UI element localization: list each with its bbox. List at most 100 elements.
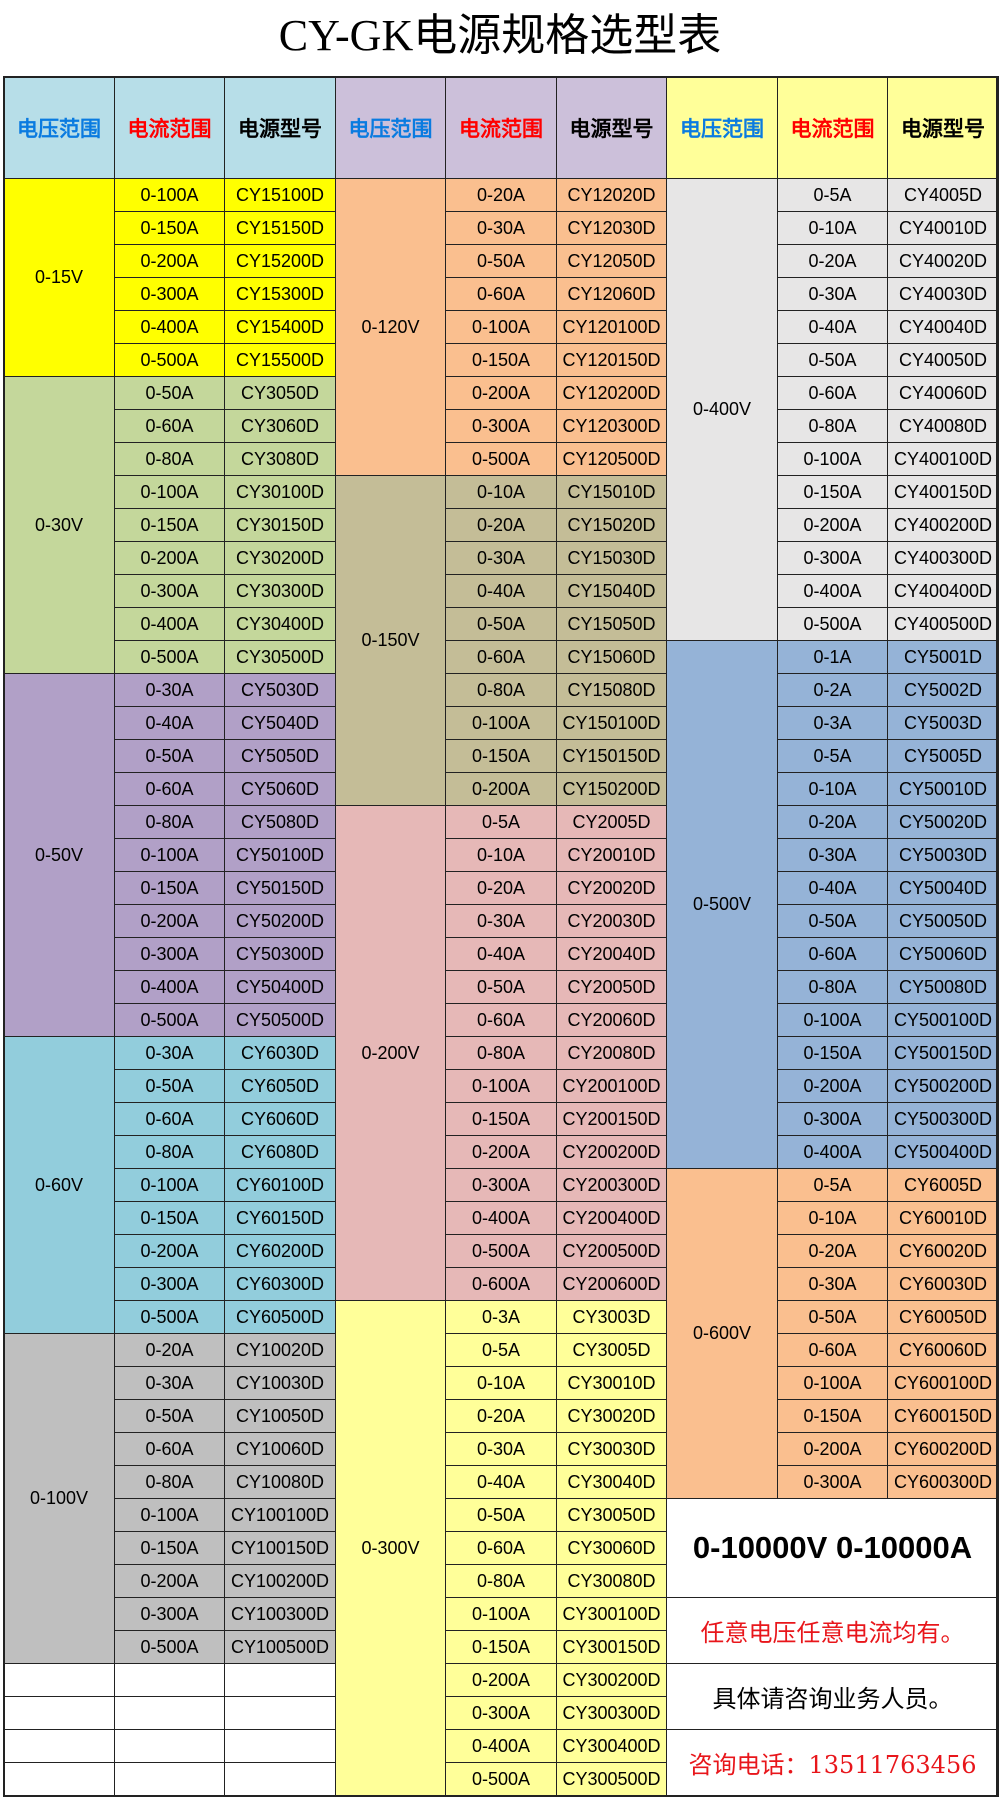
model-cell: CY50200D <box>224 904 336 939</box>
model-cell: CY300150D <box>555 1630 668 1665</box>
model-cell: CY30010D <box>555 1366 668 1401</box>
current-range-cell: 0-50A <box>445 244 557 279</box>
voltage-range-cell: 0-400V <box>666 178 778 642</box>
model-cell: CY20080D <box>555 1036 668 1071</box>
current-range-cell: 0-60A <box>113 1432 226 1467</box>
model-cell: CY150200D <box>555 772 668 807</box>
model-cell: CY5040D <box>224 706 336 741</box>
current-range-cell: 0-50A <box>445 970 557 1005</box>
model-cell: CY5003D <box>887 706 999 741</box>
model-cell: CY500150D <box>887 1036 999 1071</box>
current-range-cell: 0-300A <box>113 277 226 312</box>
current-range-cell: 0-100A <box>445 706 557 741</box>
current-range-cell: 0-200A <box>113 244 226 279</box>
model-cell: CY10080D <box>224 1465 336 1500</box>
model-cell: CY200200D <box>555 1135 668 1170</box>
header-current: 电流范围 <box>113 76 226 180</box>
current-range-cell: 0-40A <box>445 1465 557 1500</box>
model-cell: CY50100D <box>224 838 336 873</box>
header-model: 电源型号 <box>555 76 668 180</box>
current-range-cell: 0-50A <box>113 739 226 774</box>
empty-cell <box>113 1696 226 1731</box>
current-range-cell: 0-60A <box>776 1333 889 1368</box>
model-cell: CY6030D <box>224 1036 336 1071</box>
model-cell: CY300400D <box>555 1729 668 1764</box>
current-range-cell: 0-60A <box>776 937 889 972</box>
current-range-cell: 0-500A <box>113 343 226 378</box>
current-range-cell: 0-10A <box>445 475 557 510</box>
current-range-cell: 0-60A <box>445 1531 557 1566</box>
model-cell: CY5030D <box>224 673 336 708</box>
current-range-cell: 0-10A <box>445 1366 557 1401</box>
current-range-cell: 0-100A <box>113 1168 226 1203</box>
empty-cell <box>3 1696 115 1731</box>
current-range-cell: 0-50A <box>776 904 889 939</box>
model-cell: CY60060D <box>887 1333 999 1368</box>
empty-cell <box>3 1762 115 1797</box>
model-cell: CY50020D <box>887 805 999 840</box>
model-cell: CY120300D <box>555 409 668 444</box>
current-range-cell: 0-30A <box>776 277 889 312</box>
model-cell: CY400500D <box>887 607 999 642</box>
model-cell: CY3080D <box>224 442 336 477</box>
current-range-cell: 0-300A <box>113 1267 226 1302</box>
empty-cell <box>224 1762 336 1797</box>
current-range-cell: 0-10A <box>776 772 889 807</box>
current-range-cell: 0-40A <box>776 310 889 345</box>
model-cell: CY40020D <box>887 244 999 279</box>
model-cell: CY30150D <box>224 508 336 543</box>
model-cell: CY15010D <box>555 475 668 510</box>
current-range-cell: 0-3A <box>776 706 889 741</box>
model-cell: CY12030D <box>555 211 668 246</box>
model-cell: CY200150D <box>555 1102 668 1137</box>
current-range-cell: 0-20A <box>776 1234 889 1269</box>
model-cell: CY200600D <box>555 1267 668 1302</box>
current-range-cell: 0-60A <box>445 1003 557 1038</box>
current-range-cell: 0-200A <box>445 1663 557 1698</box>
current-range-cell: 0-150A <box>113 1201 226 1236</box>
empty-cell <box>224 1729 336 1764</box>
model-cell: CY100500D <box>224 1630 336 1665</box>
model-cell: CY30040D <box>555 1465 668 1500</box>
current-range-cell: 0-80A <box>445 673 557 708</box>
model-cell: CY60050D <box>887 1300 999 1335</box>
model-cell: CY50040D <box>887 871 999 906</box>
voltage-range-cell: 0-120V <box>334 178 447 477</box>
current-range-cell: 0-300A <box>776 1465 889 1500</box>
current-range-cell: 0-60A <box>113 1102 226 1137</box>
model-cell: CY60030D <box>887 1267 999 1302</box>
current-range-cell: 0-200A <box>776 1069 889 1104</box>
current-range-cell: 0-500A <box>445 1234 557 1269</box>
model-cell: CY100100D <box>224 1498 336 1533</box>
model-cell: CY200400D <box>555 1201 668 1236</box>
current-range-cell: 0-200A <box>776 1432 889 1467</box>
model-cell: CY5001D <box>887 640 999 675</box>
model-cell: CY300200D <box>555 1663 668 1698</box>
model-cell: CY50010D <box>887 772 999 807</box>
current-range-cell: 0-30A <box>776 838 889 873</box>
model-cell: CY4005D <box>887 178 999 213</box>
model-cell: CY30060D <box>555 1531 668 1566</box>
model-cell: CY12020D <box>555 178 668 213</box>
current-range-cell: 0-200A <box>445 772 557 807</box>
empty-cell <box>224 1663 336 1698</box>
model-cell: CY10050D <box>224 1399 336 1434</box>
model-cell: CY15200D <box>224 244 336 279</box>
current-range-cell: 0-150A <box>445 739 557 774</box>
model-cell: CY20050D <box>555 970 668 1005</box>
empty-cell <box>113 1762 226 1797</box>
model-cell: CY50500D <box>224 1003 336 1038</box>
current-range-cell: 0-60A <box>445 277 557 312</box>
current-range-cell: 0-80A <box>445 1036 557 1071</box>
current-range-cell: 0-20A <box>445 871 557 906</box>
current-range-cell: 0-40A <box>445 574 557 609</box>
current-range-cell: 0-150A <box>776 1036 889 1071</box>
current-range-cell: 0-300A <box>113 574 226 609</box>
model-cell: CY3050D <box>224 376 336 411</box>
model-cell: CY60500D <box>224 1300 336 1335</box>
empty-cell <box>224 1696 336 1731</box>
current-range-cell: 0-60A <box>113 772 226 807</box>
current-range-cell: 0-50A <box>776 1300 889 1335</box>
page-title: CY-GK电源规格选型表 <box>278 11 722 60</box>
current-range-cell: 0-100A <box>113 838 226 873</box>
